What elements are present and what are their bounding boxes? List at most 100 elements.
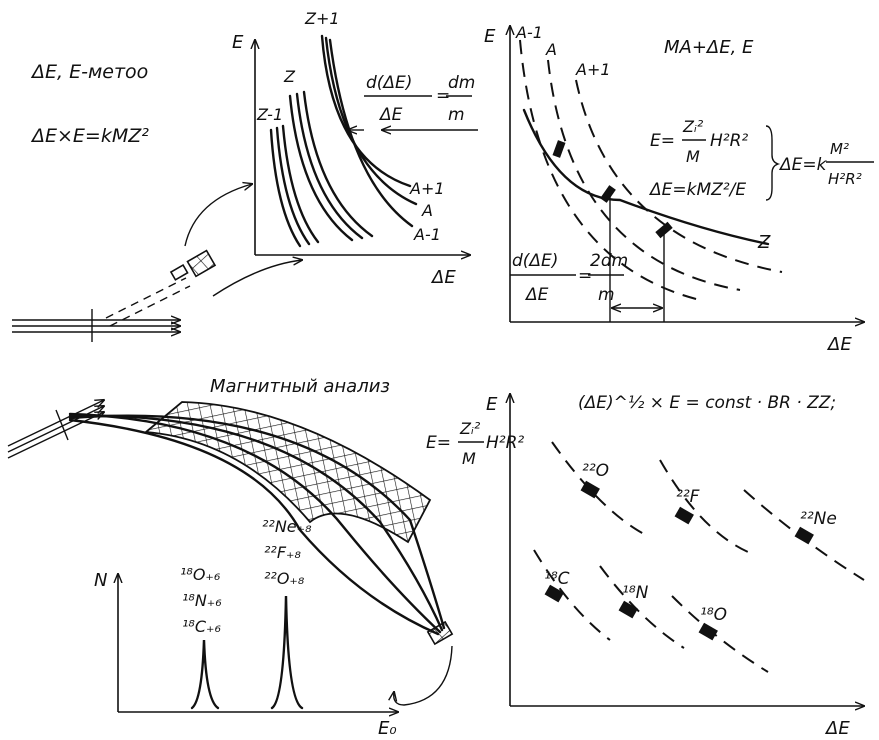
svg-text:2dm: 2dm <box>590 251 628 271</box>
isotope-marker <box>794 526 814 545</box>
panel-de-e-method: ΔE, E-метоо ΔE×E=kMZ² E ΔE Z-1 Z Z+1 A+1 <box>12 9 478 342</box>
svg-text:d(ΔE): d(ΔE) <box>366 73 412 93</box>
method-title: ΔE, E-метоо <box>30 61 148 83</box>
energy-loss-formula: ΔE=kMZ²/E <box>648 180 746 200</box>
svg-text:=: = <box>578 266 592 286</box>
z-plus-1-curves <box>320 34 418 228</box>
panel-title: (ΔE)^½ × E = const · BR · ZZ; <box>578 393 836 413</box>
isotope-marker <box>580 480 600 499</box>
z-curves <box>288 90 374 242</box>
intersection-marker <box>600 185 616 203</box>
svg-text:m: m <box>448 105 465 125</box>
a-plus-1-label: A+1 <box>575 60 611 79</box>
isotope-label-22ne: ²²Ne <box>800 509 837 529</box>
svg-text:²²O₊₈: ²²O₊₈ <box>264 569 305 588</box>
a-plus-1-label: A+1 <box>409 179 445 198</box>
energy-formula: E= Zᵢ² M H²R² <box>426 419 524 468</box>
svg-text:Zᵢ²: Zᵢ² <box>459 419 481 438</box>
e-axis-label: E <box>484 26 496 47</box>
svg-text:M: M <box>462 449 476 468</box>
svg-text:d(ΔE): d(ΔE) <box>512 251 558 271</box>
panel-magnetic-ma-de-e: E ΔE MA+ΔE, E Z A-1 A A+1 E= Zᵢ² M H²R² … <box>484 23 874 355</box>
magnetic-region <box>143 401 432 544</box>
de-axis-label: ΔE <box>824 718 850 739</box>
incoming-beam <box>12 277 191 342</box>
signal-arrow <box>394 645 453 706</box>
n-axis-label: N <box>94 570 107 591</box>
curve-a-minus-1 <box>519 39 701 301</box>
isotope-label-22o: ²²O <box>582 461 609 481</box>
de-axis-label: ΔE <box>826 334 852 355</box>
isotope-label-18c: ¹⁸C <box>544 569 570 589</box>
peak-18-labels: ¹⁸O₊₆ ¹⁸N₊₆ ¹⁸C₊₆ <box>180 565 222 636</box>
energy-formula: E= Zᵢ² M H²R² <box>650 117 748 166</box>
e0-axis-label: E₀ <box>378 718 397 739</box>
e-axis-label: E <box>486 394 498 415</box>
svg-text:H²R²: H²R² <box>828 170 862 188</box>
svg-text:E=: E= <box>426 433 451 453</box>
mass-resolution-formula: d(ΔE) ΔE = dm m <box>364 73 475 125</box>
svg-text:¹⁸N₊₆: ¹⁸N₊₆ <box>182 591 222 610</box>
combined-formula: ΔE=k M² H²R² <box>778 140 874 188</box>
svg-text:dm: dm <box>448 73 475 93</box>
e-axis-label: E <box>232 32 244 53</box>
svg-text:=: = <box>436 86 450 106</box>
z-minus-1-curves <box>269 124 320 248</box>
isotope-label-18n: ¹⁸N <box>622 583 649 603</box>
a-minus-1-label: A-1 <box>515 23 543 42</box>
panel-magnetic-analysis: Магнитный анализ E= Zᵢ² M H²R² <box>7 376 524 739</box>
svg-text:E=: E= <box>650 131 675 151</box>
signal-arrow-de <box>212 260 302 297</box>
curve-a-plus-1 <box>575 79 783 273</box>
isotope-marker <box>618 600 638 619</box>
curve-18n <box>599 565 685 649</box>
curve-22o <box>551 441 645 535</box>
svg-text:¹⁸C₊₆: ¹⁸C₊₆ <box>182 617 221 636</box>
svg-text:M: M <box>686 147 700 166</box>
intersection-marker <box>552 140 566 158</box>
curve-z <box>522 108 770 246</box>
svg-text:Zᵢ²: Zᵢ² <box>682 117 704 136</box>
peak-22 <box>270 595 304 710</box>
de-axis-label: ΔE <box>430 267 456 288</box>
svg-text:M²: M² <box>830 140 849 158</box>
svg-text:²²Ne₊₈: ²²Ne₊₈ <box>262 517 312 536</box>
panel-isotope-identification: E ΔE (ΔE)^½ × E = const · BR · ZZ; ²²O ²… <box>486 393 864 739</box>
svg-text:H²R²: H²R² <box>710 131 748 151</box>
curve-a <box>547 59 741 291</box>
incoming-beam <box>7 400 104 459</box>
panel-title: MA+ΔE, E <box>664 37 754 58</box>
z-label: Z <box>757 232 771 253</box>
focal-detector <box>426 620 454 646</box>
a-label: A <box>421 201 433 220</box>
particle-trajectories <box>68 412 446 636</box>
z-label: Z <box>283 67 296 86</box>
svg-text:¹⁸O₊₆: ¹⁸O₊₆ <box>180 565 221 584</box>
peak-22-labels: ²²Ne₊₈ ²²F₊₈ ²²O₊₈ <box>262 517 312 588</box>
svg-text:²²F₊₈: ²²F₊₈ <box>264 543 301 562</box>
signal-arrow-e <box>184 184 252 247</box>
svg-text:ΔE: ΔE <box>378 105 403 125</box>
intersection-marker <box>655 221 673 239</box>
isotope-label-22f: ²²F <box>676 487 700 507</box>
isotope-marker <box>674 506 694 525</box>
svg-text:ΔE=k: ΔE=k <box>778 155 828 175</box>
detector-telescope <box>169 249 217 281</box>
energy-loss-relation: ΔE×E=kMZ² <box>30 125 149 147</box>
a-label: A <box>545 40 557 59</box>
mass-resolution-formula: d(ΔE) ΔE = 2dm m <box>510 251 628 305</box>
curve-18c <box>533 549 611 641</box>
svg-text:ΔE: ΔE <box>524 285 549 305</box>
z-plus-1-label: Z+1 <box>304 9 340 28</box>
peak-18 <box>190 639 220 710</box>
svg-text:m: m <box>598 285 615 305</box>
curve-18o <box>671 595 769 673</box>
svg-text:H²R²: H²R² <box>486 433 524 453</box>
z-minus-1-label: Z-1 <box>256 105 283 124</box>
isotope-marker <box>544 584 564 603</box>
panel-title: Магнитный анализ <box>210 376 390 397</box>
formula-brace <box>765 125 781 201</box>
curve-22f <box>659 459 749 553</box>
isotope-marker <box>698 622 718 641</box>
